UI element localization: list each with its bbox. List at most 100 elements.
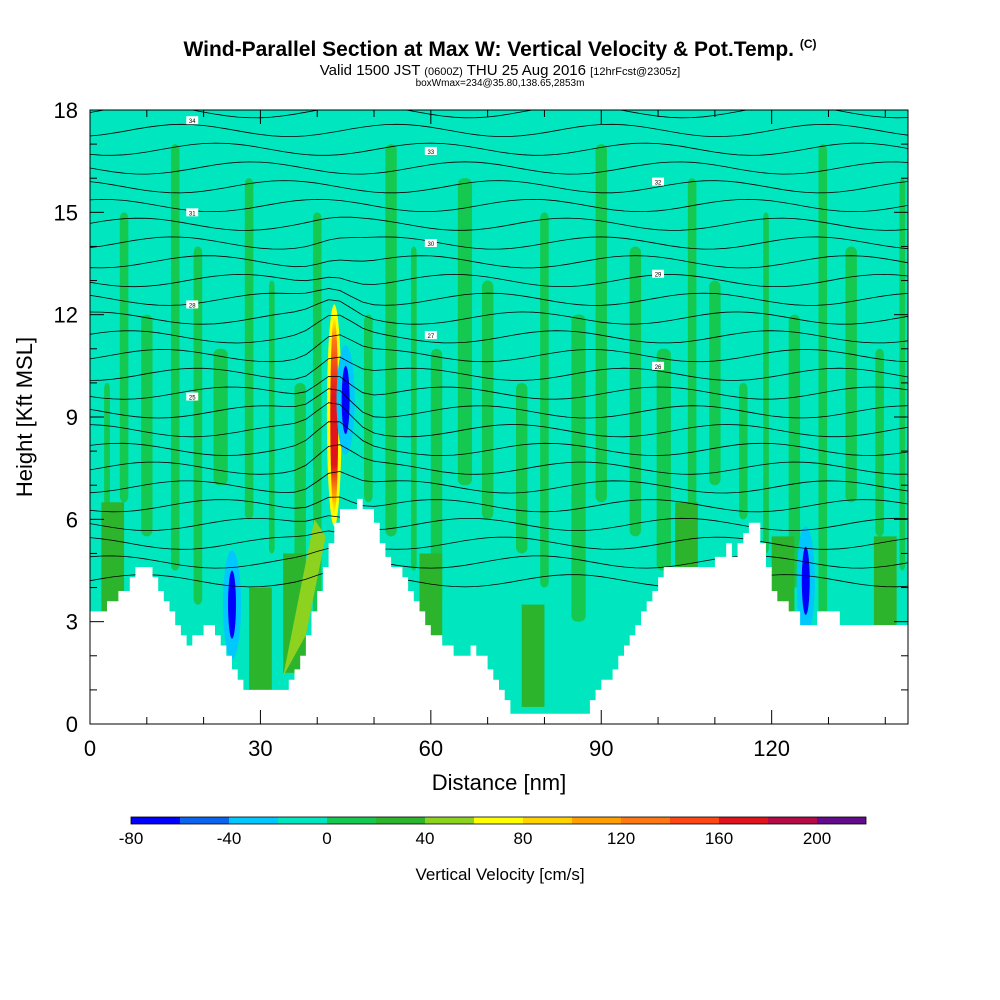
updraft-streak (818, 144, 828, 622)
updraft-streak (119, 212, 129, 503)
colorbar-label: Vertical Velocity [cm/s] (415, 865, 584, 884)
isentrope-label: 30 (427, 242, 434, 248)
isentrope-line (90, 110, 908, 119)
updraft-streak (629, 246, 642, 537)
isentrope-label: 34 (189, 119, 196, 125)
isentrope-line (90, 471, 908, 494)
isentrope-line (90, 180, 908, 194)
colorbar-frame (130, 816, 867, 825)
isentrope-line (90, 388, 908, 419)
colorbar-tick-label: 200 (803, 829, 831, 848)
colorbar: -80 -40 0 40 80 120 160 200 (119, 816, 867, 848)
x-axis-label: Distance [nm] (432, 770, 567, 795)
updraft-streak (141, 314, 153, 537)
isentrope-line (90, 142, 908, 156)
isentrope-label: 33 (427, 150, 434, 156)
colorbar-swatch (768, 817, 817, 824)
updraft-streak (763, 212, 769, 554)
isentrope-label-bg (424, 331, 437, 340)
box-info: boxWmax=234@35.80,138.65,2853m (415, 78, 585, 89)
colorbar-tick-label: 160 (705, 829, 733, 848)
y-tick-label: 18 (54, 98, 78, 123)
y-tick-label: 6 (66, 507, 78, 532)
low-level-updraft (101, 502, 125, 612)
isentrope-line (90, 236, 908, 250)
copyright-mark: (C) (799, 37, 817, 51)
colorbar-swatch (131, 817, 180, 824)
updraft-streak (845, 246, 857, 503)
isentrope-line (90, 161, 908, 175)
updraft-streak (899, 178, 906, 571)
isentrope-label-bg (186, 392, 199, 401)
isentrope-line (90, 299, 908, 325)
x-tick-label: 0 (84, 736, 96, 761)
colorbar-swatch (376, 817, 425, 824)
updraft-core (330, 316, 339, 515)
isentrope-label-bg (186, 116, 199, 125)
updraft-streak (687, 178, 697, 605)
updraft-streak (540, 212, 549, 588)
isentrope-line (90, 515, 908, 532)
isentrope-line (90, 123, 908, 138)
updraft-streak (193, 246, 203, 605)
updraft-streak (410, 246, 417, 571)
updraft-streak (268, 280, 275, 554)
x-tick-label: 90 (589, 736, 613, 761)
low-level-updraft (675, 502, 698, 571)
isentrope-label: 28 (189, 303, 196, 309)
low-level-updraft (771, 536, 795, 612)
isentrope-label-bg (652, 177, 665, 186)
y-tick-label: 9 (66, 405, 78, 430)
colorbar-swatch (817, 817, 866, 824)
isentrope-label-bg (424, 146, 437, 155)
y-axis-label: Height [Kft MSL] (12, 337, 37, 497)
isentrope-label-bg (652, 269, 665, 278)
isentrope-line (90, 273, 908, 288)
colorbar-swatch (523, 817, 572, 824)
isentrope-label: 29 (655, 273, 662, 279)
y-tick-label: 3 (66, 610, 78, 635)
colorbar-swatch (229, 817, 278, 824)
colorbar-swatch (278, 817, 327, 824)
isentrope-line (90, 530, 908, 550)
isentrope-label: 32 (655, 181, 662, 187)
isentrope-label: 26 (655, 365, 662, 371)
isentrope-label-bg (186, 208, 199, 217)
low-level-updraft (521, 604, 545, 707)
updraft-streak (430, 348, 443, 605)
updraft-streak (656, 348, 671, 571)
updraft-streak (457, 178, 473, 486)
x-tick-label: 30 (248, 736, 272, 761)
y-tick-label: 15 (54, 200, 78, 225)
colorbar-swatch (425, 817, 474, 824)
updraft-streak (244, 178, 254, 520)
isentrope-line (90, 375, 908, 400)
isentrope-line (90, 547, 908, 569)
colorbar-tick-label: 0 (322, 829, 331, 848)
updraft-streak (213, 348, 228, 486)
colorbar-swatch (572, 817, 621, 824)
colorbar-tick-label: 40 (416, 829, 435, 848)
moderate-updraft-slope (283, 519, 326, 677)
colorbar-swatch (180, 817, 229, 824)
isentrope-label: 27 (427, 334, 434, 340)
updraft-streak (571, 314, 586, 622)
updraft-streak (788, 314, 801, 588)
colorbar-tick-label: 120 (607, 829, 635, 848)
colorbar-swatch (474, 817, 523, 824)
updraft-streak (875, 348, 884, 537)
isentrope-line (90, 356, 908, 381)
chart-title: Wind-Parallel Section at Max W: Vertical… (183, 37, 817, 61)
updraft-streak (709, 280, 721, 486)
isentrope-line (90, 288, 908, 306)
x-tick-label: 60 (419, 736, 443, 761)
downdraft-cell (341, 365, 350, 435)
updraft-streak (595, 144, 607, 503)
colorbar-tick-label: -40 (217, 829, 242, 848)
chart-subtitle: Valid 1500 JST (0600Z) THU 25 Aug 2016 [… (319, 62, 681, 79)
colorbar-tick-label: -80 (119, 829, 144, 848)
colorbar-tick-label: 80 (514, 829, 533, 848)
isentrope-line (90, 444, 908, 475)
isentrope-label: 31 (189, 211, 196, 217)
